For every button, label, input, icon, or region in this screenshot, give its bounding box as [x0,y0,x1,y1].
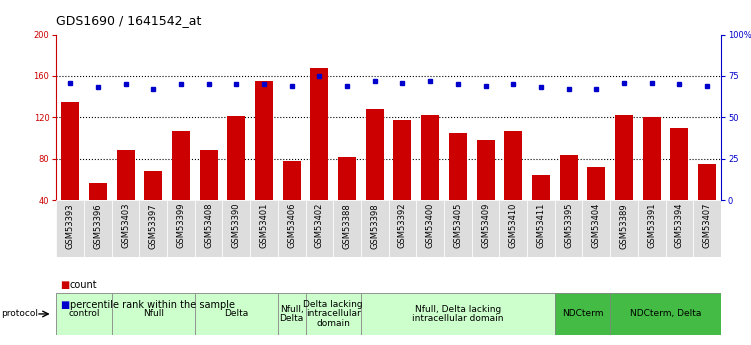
Bar [477,140,495,242]
Text: NDCterm, Delta: NDCterm, Delta [630,309,701,318]
Text: GSM53389: GSM53389 [620,203,629,248]
Bar [310,68,328,242]
Text: GSM53405: GSM53405 [454,203,463,248]
Text: Delta: Delta [225,309,249,318]
Text: Delta lacking
intracellular
domain: Delta lacking intracellular domain [303,300,363,328]
Text: GSM53395: GSM53395 [564,203,573,248]
Text: GSM53390: GSM53390 [232,203,241,248]
Bar [306,293,361,335]
Bar [333,200,361,257]
Bar [222,200,250,257]
Bar [449,133,467,242]
Bar [587,167,605,242]
Bar [698,164,716,242]
Bar [361,200,389,257]
Bar [306,200,333,257]
Bar [555,200,583,257]
Bar [394,120,412,242]
Text: GSM53407: GSM53407 [703,203,712,248]
Bar [671,128,689,241]
Bar [195,293,278,335]
Bar [200,150,218,241]
Bar [472,200,499,257]
Text: percentile rank within the sample: percentile rank within the sample [70,300,235,310]
Bar [610,200,638,257]
Text: GSM53396: GSM53396 [93,203,102,248]
Bar [228,116,246,241]
Bar [532,175,550,241]
Bar [366,109,384,242]
Bar [56,200,84,257]
Bar [559,155,578,242]
Text: GSM53400: GSM53400 [426,203,435,248]
Text: GSM53393: GSM53393 [65,203,74,248]
Text: GSM53404: GSM53404 [592,203,601,248]
Bar [693,200,721,257]
Bar [195,200,222,257]
Bar [250,200,278,257]
Bar [643,117,661,242]
Text: GSM53388: GSM53388 [342,203,351,249]
Bar [504,131,522,242]
Text: ■: ■ [60,300,69,310]
Bar [416,200,444,257]
Bar [255,81,273,241]
Text: GSM53398: GSM53398 [370,203,379,248]
Text: GSM53401: GSM53401 [260,203,269,248]
Bar [112,293,195,335]
Text: ■: ■ [60,280,69,289]
Bar [278,293,306,335]
Text: GSM53394: GSM53394 [675,203,684,248]
Bar [421,115,439,242]
Text: NDCterm: NDCterm [562,309,603,318]
Bar [84,200,112,257]
Text: protocol: protocol [2,309,38,318]
Text: Nfull, Delta lacking
intracellular domain: Nfull, Delta lacking intracellular domai… [412,305,504,323]
Text: GSM53399: GSM53399 [176,203,185,248]
Text: GDS1690 / 1641542_at: GDS1690 / 1641542_at [56,14,202,27]
Text: GSM53397: GSM53397 [149,203,158,248]
Text: control: control [68,309,100,318]
Bar [665,200,693,257]
Bar [444,200,472,257]
Bar [61,102,79,242]
Bar [56,293,112,335]
Bar [610,293,721,335]
Bar [583,200,610,257]
Bar [112,200,140,257]
Text: GSM53392: GSM53392 [398,203,407,248]
Bar [172,131,190,242]
Bar [527,200,555,257]
Bar [555,293,610,335]
Text: GSM53411: GSM53411 [536,203,545,248]
Bar [338,157,356,241]
Bar [638,200,665,257]
Text: Nfull: Nfull [143,309,164,318]
Bar [389,200,416,257]
Bar [116,150,134,241]
Bar [140,200,167,257]
Text: GSM53406: GSM53406 [287,203,296,248]
Bar [278,200,306,257]
Bar [615,115,633,242]
Text: GSM53402: GSM53402 [315,203,324,248]
Text: GSM53410: GSM53410 [508,203,517,248]
Text: count: count [70,280,98,289]
Text: GSM53403: GSM53403 [121,203,130,248]
Text: GSM53409: GSM53409 [481,203,490,248]
Bar [167,200,195,257]
Text: Nfull,
Delta: Nfull, Delta [279,305,304,323]
Bar [282,161,300,242]
Bar [361,293,555,335]
Bar [89,183,107,241]
Bar [144,171,162,242]
Bar [499,200,527,257]
Text: GSM53391: GSM53391 [647,203,656,248]
Text: GSM53408: GSM53408 [204,203,213,248]
